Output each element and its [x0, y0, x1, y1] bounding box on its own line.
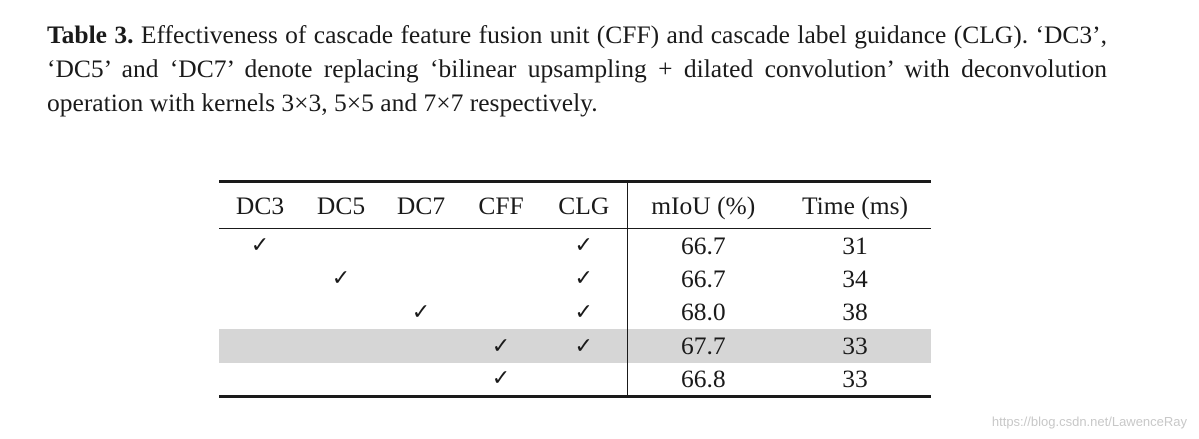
cell-miou: 68.0: [626, 295, 779, 330]
cell-miou: 66.8: [626, 362, 779, 398]
header-time: Time (ms): [779, 180, 931, 229]
cell-time: 33: [779, 329, 931, 363]
results-table: DC3 DC5 DC7 CFF CLG mIoU (%) Time (ms) ✓…: [219, 180, 931, 398]
cell-cff: [461, 262, 541, 296]
cell-dc5: [301, 362, 381, 398]
cell-time: 31: [779, 228, 931, 263]
caption-label: Table 3.: [47, 20, 134, 49]
table-row: ✓ ✓ 66.7 34: [219, 262, 931, 296]
cell-dc3: [219, 362, 301, 398]
table-row: ✓ 66.8 33: [219, 362, 931, 398]
cell-dc7: [381, 362, 461, 398]
cell-miou: 66.7: [626, 262, 779, 296]
cell-dc5: [301, 329, 381, 363]
cell-dc5: ✓: [331, 266, 351, 292]
header-dc3: DC3: [219, 180, 301, 229]
cell-dc5: [301, 228, 381, 263]
cell-dc7: [381, 262, 461, 296]
cell-dc7: [381, 228, 461, 263]
cell-dc3: [219, 296, 301, 330]
table-row: ✓ ✓ 67.7 33: [219, 329, 931, 363]
cell-clg: [541, 362, 627, 398]
caption-text: Effectiveness of cascade feature fusion …: [47, 20, 1107, 117]
cell-dc7: ✓: [411, 299, 431, 325]
header-miou: mIoU (%): [626, 180, 779, 229]
header-clg: CLG: [541, 180, 627, 229]
cell-clg: ✓: [541, 329, 627, 363]
cell-time: 38: [842, 297, 868, 327]
table-row: ✓ ✓ 66.7 31: [219, 228, 931, 263]
table-header-row: DC3 DC5 DC7 CFF CLG mIoU (%) Time (ms): [219, 180, 931, 229]
cell-cff: ✓: [461, 329, 541, 363]
cell-clg: ✓: [541, 228, 627, 263]
cell-time: 34: [842, 263, 868, 293]
cell-dc3: ✓: [219, 228, 301, 263]
cell-dc3: [219, 329, 301, 363]
table-row: ✓ ✓ 68.0 38: [219, 295, 931, 330]
header-dc7: DC7: [381, 180, 461, 229]
header-cff: CFF: [461, 180, 541, 229]
watermark: https://blog.csdn.net/LawenceRay: [991, 414, 1187, 429]
cell-miou: 67.7: [626, 329, 779, 363]
cell-clg: ✓: [574, 299, 593, 325]
cell-dc7: [381, 329, 461, 363]
cell-clg: ✓: [574, 266, 593, 292]
cell-cff: ✓: [461, 362, 541, 398]
cell-time: 33: [779, 362, 931, 398]
cell-dc3: [219, 262, 301, 296]
cell-cff: [461, 296, 541, 330]
table-caption: Table 3. Effectiveness of cascade featur…: [47, 18, 1107, 120]
results-table-wrapper: DC3 DC5 DC7 CFF CLG mIoU (%) Time (ms) ✓…: [219, 180, 931, 398]
table-body: ✓ ✓ 66.7 31 ✓ ✓ 66.7 34 ✓ ✓ 68.0 38 ✓ ✓ 67.7 33 ✓ 66.8 33: [219, 228, 931, 398]
cell-cff: [461, 228, 541, 263]
cell-dc5: [301, 296, 381, 330]
cell-miou: 66.7: [626, 228, 779, 263]
header-dc5: DC5: [301, 180, 381, 229]
